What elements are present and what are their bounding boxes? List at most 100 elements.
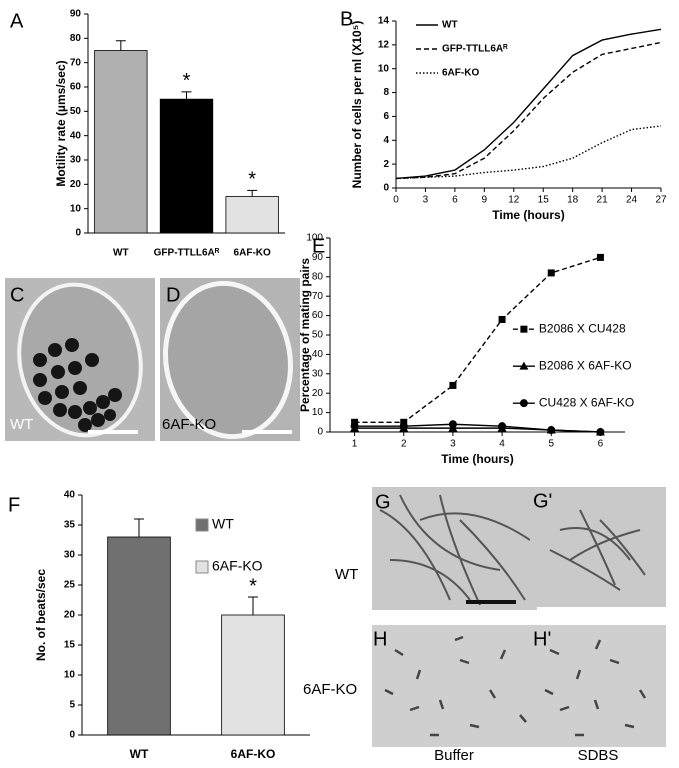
column-label: SDBS: [578, 747, 619, 764]
x-axis-label: Time (hours): [492, 208, 564, 222]
micrograph-g-prime: [530, 487, 666, 607]
marker: [596, 428, 605, 436]
bar: [221, 614, 285, 736]
legend-label: B2086 X 6AF-KO: [539, 358, 632, 372]
x-tick-label: 6: [598, 439, 604, 450]
x-tick-label: 24: [626, 195, 638, 206]
y-tick-label: 4: [383, 135, 389, 146]
x-tick-label: 4: [499, 439, 505, 450]
y-tick-label: 50: [312, 330, 324, 341]
series-line: [395, 28, 662, 180]
y-axis-label: Number of cells per ml (X10⁵): [350, 21, 364, 189]
marker: [547, 426, 556, 435]
marker: [498, 422, 507, 431]
legend-label: WT: [442, 20, 458, 31]
legend-swatch: [195, 560, 209, 574]
y-tick-label: 40: [64, 490, 76, 501]
significance-label: *: [183, 70, 191, 92]
marker: [449, 381, 457, 389]
panel-label: E: [312, 235, 325, 257]
x-tick-label: WT: [113, 248, 129, 259]
legend-marker: [519, 361, 529, 370]
y-tick-label: 10: [70, 203, 82, 214]
y-tick-label: 90: [312, 252, 324, 263]
y-tick-label: 30: [64, 550, 76, 561]
x-tick-label: 15: [538, 195, 550, 206]
x-tick-label: 9: [482, 195, 488, 206]
series-line: [395, 41, 662, 180]
marker: [448, 420, 457, 429]
y-tick-label: 0: [75, 228, 81, 239]
x-tick-label: WT: [130, 747, 149, 761]
y-tick-label: 60: [312, 310, 324, 321]
x-tick-label: 5: [548, 439, 554, 450]
x-tick-label: 18: [567, 195, 579, 206]
y-tick-label: 80: [70, 33, 82, 44]
x-tick-label: 6AF-KO: [234, 248, 271, 259]
y-tick-label: 20: [64, 610, 76, 621]
marker: [350, 422, 359, 431]
x-axis-label: Time (hours): [441, 452, 513, 466]
marker: [547, 269, 555, 277]
x-tick-label: 21: [597, 195, 609, 206]
y-axis-label: Percentage of mating pairs: [298, 258, 312, 412]
panel-label: C: [10, 284, 24, 306]
row-label: WT: [335, 566, 358, 583]
y-axis-label: Motility rate (µms/sec): [54, 60, 68, 186]
series-line: [354, 256, 601, 423]
x-tick-label: 27: [655, 195, 667, 206]
marker: [596, 253, 604, 261]
y-tick-label: 40: [70, 130, 82, 141]
marker: [498, 315, 506, 323]
bar: [225, 196, 279, 234]
bar: [107, 536, 171, 736]
panel-label: G': [533, 490, 552, 512]
y-tick-label: 30: [70, 155, 82, 166]
panel-label: B: [340, 8, 353, 30]
y-tick-label: 20: [70, 179, 82, 190]
y-tick-label: 5: [69, 700, 75, 711]
panel-label: D: [166, 284, 180, 306]
y-tick-label: 30: [312, 368, 324, 379]
micrograph-c: [5, 278, 155, 441]
panel-label: H: [373, 628, 387, 650]
legend-label: 6AF-KO: [212, 558, 263, 574]
bar: [94, 50, 148, 234]
legend-label: WT: [212, 516, 234, 532]
x-tick-label: GFP-TTLL6Aᴿ: [154, 248, 220, 259]
x-tick-label: 12: [508, 195, 520, 206]
bar: [159, 98, 214, 234]
legend-swatch: [195, 518, 209, 532]
series-line: [354, 423, 601, 433]
legend-label: CU428 X 6AF-KO: [539, 395, 634, 409]
y-tick-label: 90: [70, 9, 82, 20]
y-tick-label: 12: [378, 39, 390, 50]
legend-label: B2086 X CU428: [539, 321, 626, 335]
y-tick-label: 35: [64, 520, 76, 531]
marker: [399, 422, 408, 431]
y-tick-label: 10: [64, 670, 76, 681]
legend-label: GFP-TTLL6Aᴿ: [442, 44, 508, 55]
row-label: 6AF-KO: [303, 681, 357, 698]
column-label: Buffer: [434, 747, 474, 764]
x-tick-label: 2: [401, 439, 407, 450]
y-tick-label: 80: [312, 271, 324, 282]
significance-label: *: [249, 575, 257, 597]
panel-label: G: [375, 491, 391, 513]
y-tick-label: 10: [312, 407, 324, 418]
y-tick-label: 20: [312, 388, 324, 399]
y-axis-label: No. of beats/sec: [34, 569, 48, 661]
y-tick-label: 6: [383, 111, 389, 122]
series-line: [395, 125, 662, 180]
x-tick-label: 6: [452, 195, 458, 206]
image-label: 6AF-KO: [162, 416, 216, 433]
x-tick-label: 3: [450, 439, 456, 450]
legend-marker: [519, 399, 528, 408]
micrograph-h: [372, 625, 537, 747]
x-tick-label: 0: [393, 195, 399, 206]
y-tick-label: 15: [64, 640, 76, 651]
y-tick-label: 8: [383, 87, 389, 98]
image-label: WT: [10, 416, 33, 433]
micrograph-d: [160, 278, 300, 441]
